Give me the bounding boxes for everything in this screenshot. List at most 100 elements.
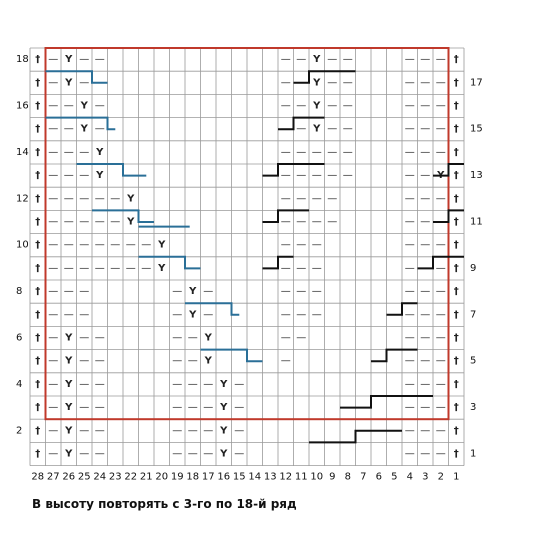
purl-stitch-icon: — bbox=[79, 54, 89, 65]
column-number: 7 bbox=[360, 472, 366, 483]
purl-stitch-icon: — bbox=[141, 263, 151, 274]
purl-stitch-icon: — bbox=[405, 309, 415, 320]
purl-stitch-icon: — bbox=[79, 379, 89, 390]
column-number: 16 bbox=[217, 472, 230, 483]
purl-stitch-icon: — bbox=[64, 124, 74, 135]
purl-stitch-icon: — bbox=[203, 425, 213, 436]
purl-stitch-icon: — bbox=[64, 240, 74, 251]
purl-stitch-icon: — bbox=[420, 217, 430, 228]
purl-stitch-icon: — bbox=[296, 286, 306, 297]
purl-stitch-icon: — bbox=[172, 286, 182, 297]
purl-stitch-icon: — bbox=[436, 147, 446, 158]
purl-stitch-icon: — bbox=[405, 217, 415, 228]
purl-stitch-icon: — bbox=[95, 449, 105, 460]
slip-stitch-icon: Y bbox=[64, 356, 73, 367]
purl-stitch-icon: — bbox=[95, 101, 105, 112]
edge-stitch-icon: † bbox=[454, 147, 459, 158]
edge-stitch-icon: † bbox=[35, 240, 40, 251]
purl-stitch-icon: — bbox=[188, 425, 198, 436]
slip-stitch-icon: Y bbox=[219, 449, 228, 460]
purl-stitch-icon: — bbox=[203, 402, 213, 413]
purl-stitch-icon: — bbox=[343, 170, 353, 181]
blue-step-line bbox=[185, 302, 240, 316]
purl-stitch-icon: — bbox=[281, 147, 291, 158]
black-step-line bbox=[262, 209, 309, 223]
purl-stitch-icon: — bbox=[203, 309, 213, 320]
purl-stitch-icon: — bbox=[48, 77, 58, 88]
purl-stitch-icon: — bbox=[281, 170, 291, 181]
column-number: 12 bbox=[279, 472, 292, 483]
edge-stitch-icon: † bbox=[35, 193, 40, 204]
edge-stitch-icon: † bbox=[454, 170, 459, 181]
row-number-right: 11 bbox=[470, 217, 483, 228]
purl-stitch-icon: — bbox=[343, 77, 353, 88]
column-number: 13 bbox=[264, 472, 277, 483]
purl-stitch-icon: — bbox=[95, 379, 105, 390]
row-number-left: 8 bbox=[16, 286, 22, 297]
row-number-right: 9 bbox=[470, 263, 476, 274]
repeat-caption: В высоту повторять с 3-го по 18-й ряд bbox=[32, 497, 297, 511]
slip-stitch-icon: Y bbox=[95, 170, 104, 181]
column-number: 4 bbox=[407, 472, 413, 483]
purl-stitch-icon: — bbox=[436, 379, 446, 390]
purl-stitch-icon: — bbox=[79, 147, 89, 158]
purl-stitch-icon: — bbox=[296, 147, 306, 158]
edge-stitch-icon: † bbox=[35, 449, 40, 460]
edge-stitch-icon: † bbox=[454, 309, 459, 320]
purl-stitch-icon: — bbox=[327, 124, 337, 135]
purl-stitch-icon: — bbox=[79, 240, 89, 251]
purl-stitch-icon: — bbox=[48, 217, 58, 228]
slip-stitch-icon: Y bbox=[204, 356, 213, 367]
purl-stitch-icon: — bbox=[405, 101, 415, 112]
column-number: 5 bbox=[391, 472, 397, 483]
column-number: 26 bbox=[62, 472, 75, 483]
purl-stitch-icon: — bbox=[95, 124, 105, 135]
slip-stitch-icon: Y bbox=[188, 309, 197, 320]
purl-stitch-icon: — bbox=[110, 193, 120, 204]
purl-stitch-icon: — bbox=[281, 54, 291, 65]
purl-stitch-icon: — bbox=[296, 333, 306, 344]
slip-stitch-icon: Y bbox=[219, 402, 228, 413]
purl-stitch-icon: — bbox=[64, 217, 74, 228]
purl-stitch-icon: — bbox=[420, 402, 430, 413]
edge-stitch-icon: † bbox=[35, 147, 40, 158]
purl-stitch-icon: — bbox=[172, 402, 182, 413]
purl-stitch-icon: — bbox=[436, 193, 446, 204]
purl-stitch-icon: — bbox=[296, 101, 306, 112]
purl-stitch-icon: — bbox=[48, 240, 58, 251]
purl-stitch-icon: — bbox=[48, 286, 58, 297]
row-number-right: 17 bbox=[470, 77, 483, 88]
purl-stitch-icon: — bbox=[172, 333, 182, 344]
purl-stitch-icon: — bbox=[281, 356, 291, 367]
purl-stitch-icon: — bbox=[296, 263, 306, 274]
purl-stitch-icon: — bbox=[420, 425, 430, 436]
purl-stitch-icon: — bbox=[405, 379, 415, 390]
column-number: 23 bbox=[109, 472, 122, 483]
purl-stitch-icon: — bbox=[188, 333, 198, 344]
purl-stitch-icon: — bbox=[95, 217, 105, 228]
purl-stitch-icon: — bbox=[48, 101, 58, 112]
edge-stitch-icon: † bbox=[454, 379, 459, 390]
purl-stitch-icon: — bbox=[312, 193, 322, 204]
purl-stitch-icon: — bbox=[172, 309, 182, 320]
edge-stitch-icon: † bbox=[454, 124, 459, 135]
purl-stitch-icon: — bbox=[436, 124, 446, 135]
black-step-line bbox=[433, 163, 464, 177]
row-number-left: 14 bbox=[16, 147, 29, 158]
slip-stitch-icon: Y bbox=[312, 124, 321, 135]
edge-stitch-icon: † bbox=[454, 263, 459, 274]
purl-stitch-icon: — bbox=[436, 240, 446, 251]
purl-stitch-icon: — bbox=[281, 240, 291, 251]
purl-stitch-icon: — bbox=[312, 263, 322, 274]
slip-stitch-icon: Y bbox=[64, 379, 73, 390]
slip-stitch-icon: Y bbox=[157, 263, 166, 274]
slip-stitch-icon: Y bbox=[64, 449, 73, 460]
blue-step-line bbox=[138, 255, 201, 270]
slip-stitch-icon: Y bbox=[188, 286, 197, 297]
purl-stitch-icon: — bbox=[405, 333, 415, 344]
slip-stitch-icon: Y bbox=[64, 402, 73, 413]
purl-stitch-icon: — bbox=[405, 147, 415, 158]
edge-stitch-icon: † bbox=[35, 101, 40, 112]
purl-stitch-icon: — bbox=[203, 449, 213, 460]
row-number-right: 5 bbox=[470, 356, 476, 367]
